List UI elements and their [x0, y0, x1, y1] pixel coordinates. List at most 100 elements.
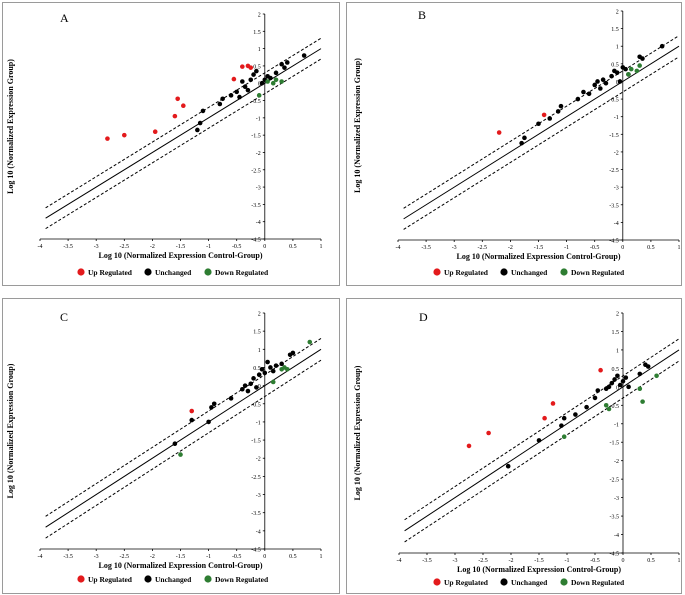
upper-threshold-line [45, 37, 322, 209]
point-up [240, 64, 245, 69]
legend-label-up: Up Regulated [88, 268, 133, 277]
point-down [628, 66, 634, 72]
y-tick-label: -2 [256, 151, 261, 157]
y-tick-label: 1.5 [253, 30, 261, 36]
point-unchanged [290, 350, 296, 356]
point-unchanged [615, 373, 620, 379]
x-tick-label: -2 [509, 558, 514, 564]
lower-threshold-line [403, 56, 680, 230]
y-tick-label: 1 [616, 45, 619, 51]
y-tick-label: -2.5 [251, 168, 261, 174]
y-tick-label: 2 [258, 312, 261, 318]
point-down [307, 339, 313, 345]
point-unchanged [536, 121, 541, 127]
x-tick-label: -1 [206, 554, 211, 560]
x-tick-label: -2 [150, 554, 155, 560]
y-tick-label: -2 [614, 459, 619, 465]
point-down [640, 399, 645, 404]
y-tick-label: -2 [614, 150, 619, 156]
y-tick-label: -4 [614, 533, 619, 539]
point-unchanged [211, 401, 217, 407]
legend-marker-unchanged [144, 268, 152, 276]
legend-label-unchanged: Unchanged [511, 578, 548, 587]
y-tick-label: 1.5 [253, 330, 261, 336]
point-unchanged [273, 363, 279, 368]
legend-label-down: Down Regulated [215, 575, 269, 584]
x-tick-label: -1.5 [176, 554, 186, 560]
x-tick-label: -0.5 [232, 554, 242, 560]
point-unchanged [586, 91, 592, 97]
y-axis-title: Log 10 (Normalized Expression Group) [6, 363, 15, 498]
point-unchanged [240, 386, 245, 392]
point-down [626, 72, 631, 77]
point-up [541, 112, 547, 118]
point-up [248, 65, 254, 70]
x-tick-label: -3 [94, 554, 99, 560]
x-tick-label: -0.5 [590, 245, 600, 251]
x-tick-label: -3.5 [422, 558, 432, 564]
point-up [542, 415, 547, 421]
point-up [175, 96, 180, 102]
point-unchanged [234, 89, 239, 95]
x-tick-label: -3 [453, 558, 458, 564]
x-tick-label: -1 [564, 245, 569, 251]
point-down [265, 79, 270, 84]
y-tick-label: -3.5 [251, 203, 261, 209]
x-axis-title: Log 10 (Normalized Expression Control-Gr… [98, 251, 262, 260]
scatter-plot-b: B 2 1.5 1 0.5 0 -0.5 -1 -1.5 -2 -2.5 -3 -3.5 -4 -4.5 -4… [353, 8, 681, 277]
point-unchanged [301, 53, 307, 58]
point-unchanged [592, 82, 597, 88]
point-unchanged [558, 103, 564, 109]
y-tick-label: -1.5 [610, 441, 620, 447]
y-tick-label: 0.5 [253, 64, 261, 70]
point-up [496, 130, 502, 135]
point-unchanged [659, 43, 665, 49]
point-unchanged [240, 79, 245, 84]
point-unchanged [600, 77, 606, 82]
y-tick-label: 2 [258, 13, 261, 19]
point-down [178, 452, 183, 457]
point-unchanged [603, 80, 609, 86]
y-tick-label: -3.5 [610, 515, 620, 521]
y-tick-label: 0 [258, 384, 261, 390]
y-tick-label: -2 [256, 457, 261, 463]
point-unchanged [270, 368, 276, 374]
x-tick-label: -1.5 [176, 244, 186, 250]
legend-marker-down [560, 578, 568, 586]
y-tick-label: -3 [256, 493, 261, 499]
panel-label: B [418, 8, 426, 22]
y-tick-label: 0 [616, 80, 619, 86]
point-unchanged [256, 372, 262, 378]
x-tick-label: -2 [508, 245, 513, 251]
point-unchanged [228, 396, 234, 401]
point-unchanged [519, 140, 524, 146]
point-unchanged [505, 463, 511, 469]
y-tick-label: 1 [258, 348, 261, 354]
x-tick-label: 0 [621, 245, 624, 251]
x-tick-label: -3 [94, 244, 99, 250]
point-unchanged [559, 423, 564, 428]
point-up [172, 113, 178, 119]
legend-marker-up [433, 268, 441, 276]
point-unchanged [245, 388, 251, 394]
upper-threshold-line [403, 35, 680, 209]
x-tick-label: -0.5 [590, 558, 600, 564]
legend-label-unchanged: Unchanged [155, 575, 192, 584]
x-axis-title: Log 10 (Normalized Expression Control-Gr… [456, 252, 620, 261]
x-tick-label: 0.5 [647, 558, 655, 564]
point-unchanged [547, 116, 553, 121]
x-tick-label: -2 [150, 244, 155, 250]
scatter-panel-a: A 2 1.5 1 0.5 0 -0.5 -1 -1.5 -2 -2.5 -3 -3.5 -4 -4.5 -4… [2, 2, 340, 286]
y-tick-label: 0 [616, 385, 619, 391]
y-tick-label: -4.5 [609, 239, 619, 245]
legend-marker-unchanged [500, 578, 508, 586]
point-unchanged [623, 66, 628, 72]
point-up [231, 76, 237, 82]
point-down [270, 80, 276, 86]
point-up [105, 136, 110, 141]
point-unchanged [273, 70, 279, 76]
scatter-plot-d: D 2 1.5 1 0.5 0 -0.5 -1 -1.5 -2 -2.5 -3 -3.5 -4 -4.5 -4… [353, 310, 681, 587]
y-tick-label: -1 [614, 422, 619, 428]
point-unchanged [609, 73, 614, 79]
lower-threshold-line [45, 359, 322, 539]
